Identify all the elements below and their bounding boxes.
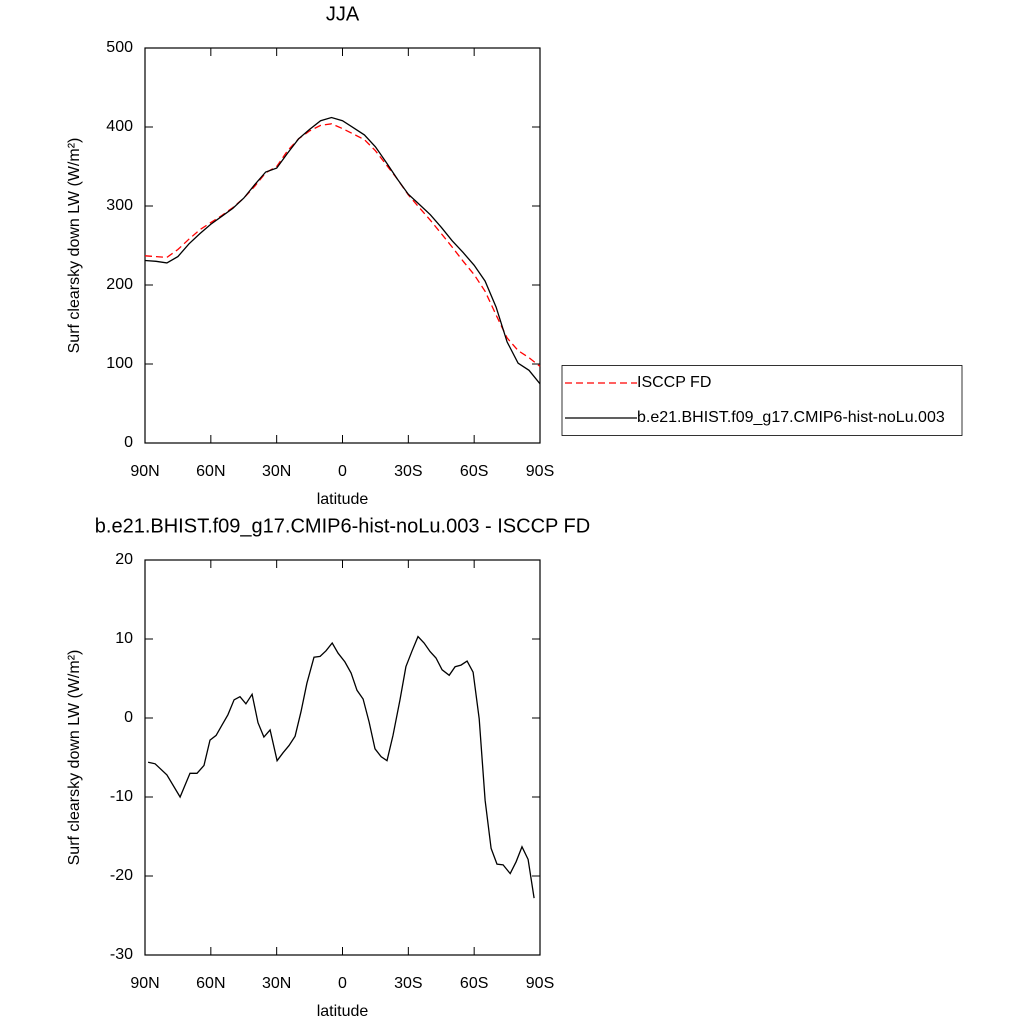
data-line xyxy=(144,116,541,385)
data-line xyxy=(144,123,541,367)
legend-label: ISCCP FD xyxy=(637,374,711,391)
y-tick-label: 100 xyxy=(106,355,133,372)
plot-frame xyxy=(144,559,541,956)
y-tick-label: 400 xyxy=(106,118,133,135)
x-tick-label: 60S xyxy=(460,975,488,992)
y-tick-label: 300 xyxy=(106,197,133,214)
x-tick-label: 90N xyxy=(130,463,159,480)
y-tick-label: -20 xyxy=(110,867,133,884)
x-tick-label: 90S xyxy=(526,975,554,992)
y-axis-label: Surf clearsky down LW (W/m²) xyxy=(66,650,83,866)
y-tick-label: 20 xyxy=(115,551,133,568)
data-line xyxy=(147,635,535,899)
chart-title: JJA xyxy=(326,3,360,25)
x-axis-label: latitude xyxy=(317,1003,369,1020)
y-tick-label: -10 xyxy=(110,788,133,805)
y-tick-label: 200 xyxy=(106,276,133,293)
x-tick-label: 90N xyxy=(130,975,159,992)
x-tick-label: 0 xyxy=(338,463,347,480)
x-tick-label: 60S xyxy=(460,463,488,480)
x-tick-label: 30N xyxy=(262,463,291,480)
y-tick-label: -30 xyxy=(110,946,133,963)
x-tick-label: 90S xyxy=(526,463,554,480)
plot-frame xyxy=(144,47,541,444)
x-tick-label: 30N xyxy=(262,975,291,992)
y-tick-label: 10 xyxy=(115,630,133,647)
y-axis-label: Surf clearsky down LW (W/m²) xyxy=(66,138,83,354)
y-tick-label: 0 xyxy=(124,434,133,451)
y-tick-label: 0 xyxy=(124,709,133,726)
chart-title: b.e21.BHIST.f09_g17.CMIP6-hist-noLu.003 … xyxy=(95,515,590,537)
x-tick-label: 30S xyxy=(394,463,422,480)
x-tick-label: 60N xyxy=(196,463,225,480)
x-tick-label: 60N xyxy=(196,975,225,992)
x-tick-label: 30S xyxy=(394,975,422,992)
legend-box xyxy=(561,365,963,436)
x-tick-label: 0 xyxy=(338,975,347,992)
x-axis-label: latitude xyxy=(317,491,369,508)
y-tick-label: 500 xyxy=(106,39,133,56)
legend-label: b.e21.BHIST.f09_g17.CMIP6-hist-noLu.003 xyxy=(637,409,945,426)
